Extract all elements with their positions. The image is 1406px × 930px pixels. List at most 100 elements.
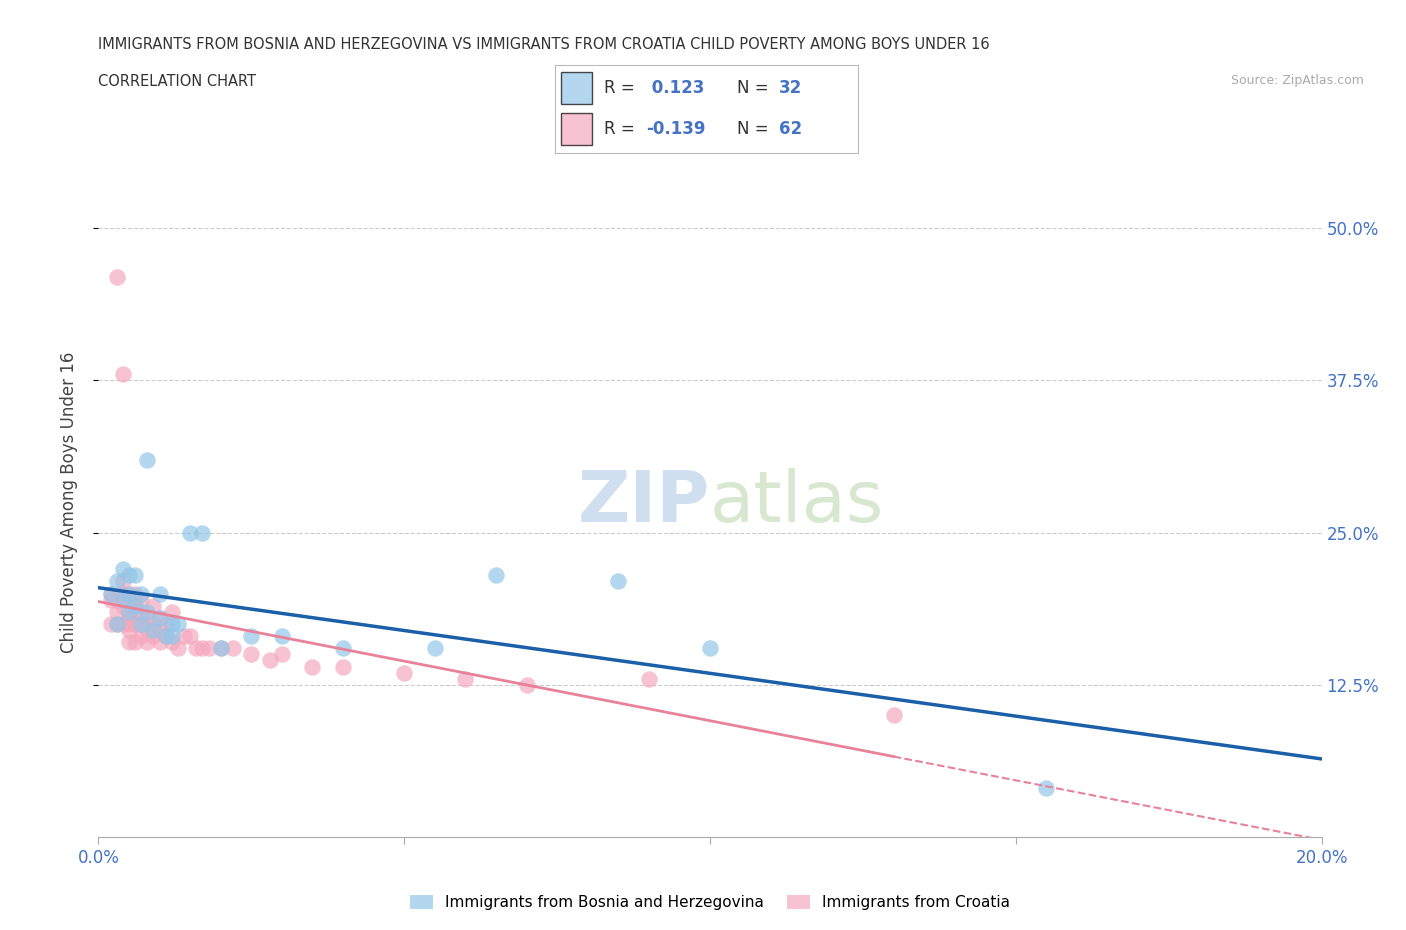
Point: [136, 635, 159, 650]
Text: ZIP: ZIP: [578, 468, 710, 537]
Point: [191, 525, 214, 540]
Point: [485, 568, 508, 583]
Point: [186, 641, 208, 656]
Legend: Immigrants from Bosnia and Herzegovina, Immigrants from Croatia: Immigrants from Bosnia and Herzegovina, …: [404, 889, 1017, 916]
Point: [111, 586, 134, 601]
Point: [160, 617, 183, 631]
Point: [118, 568, 141, 583]
Point: [105, 604, 128, 619]
Point: [118, 635, 141, 650]
Point: [111, 617, 134, 631]
Point: [167, 617, 190, 631]
Point: [105, 617, 128, 631]
Point: [105, 592, 128, 607]
Point: [111, 592, 134, 607]
Point: [173, 629, 195, 644]
Point: [699, 641, 721, 656]
Point: [118, 604, 141, 619]
Point: [136, 622, 159, 637]
Point: [607, 574, 630, 589]
Point: [129, 604, 152, 619]
Point: [118, 610, 141, 625]
Point: [197, 641, 219, 656]
Point: [124, 598, 146, 613]
Text: atlas: atlas: [710, 468, 884, 537]
Point: [149, 610, 172, 625]
Text: 62: 62: [779, 120, 803, 138]
Point: [240, 629, 263, 644]
Point: [136, 610, 159, 625]
Point: [142, 622, 165, 637]
Point: [118, 592, 141, 607]
Point: [179, 629, 201, 644]
Text: N =: N =: [737, 120, 773, 138]
Point: [179, 525, 201, 540]
Point: [301, 659, 323, 674]
Point: [129, 586, 152, 601]
Point: [111, 592, 134, 607]
Point: [118, 617, 141, 631]
Point: [160, 635, 183, 650]
Point: [118, 604, 141, 619]
Point: [124, 617, 146, 631]
Text: Source: ZipAtlas.com: Source: ZipAtlas.com: [1230, 74, 1364, 87]
FancyBboxPatch shape: [561, 113, 592, 145]
Point: [516, 677, 538, 692]
Point: [100, 592, 122, 607]
Point: [149, 586, 172, 601]
Point: [142, 598, 165, 613]
Point: [332, 659, 354, 674]
Point: [100, 586, 122, 601]
Point: [111, 598, 134, 613]
Point: [454, 671, 477, 686]
Point: [270, 629, 292, 644]
Point: [155, 617, 177, 631]
Point: [209, 641, 232, 656]
Point: [118, 622, 141, 637]
Point: [118, 586, 141, 601]
Text: 32: 32: [779, 79, 803, 97]
Point: [124, 586, 146, 601]
Text: 0.123: 0.123: [647, 79, 704, 97]
Point: [1035, 781, 1057, 796]
Point: [149, 610, 172, 625]
Point: [149, 635, 172, 650]
Point: [129, 592, 152, 607]
Point: [155, 629, 177, 644]
Point: [124, 598, 146, 613]
Point: [191, 641, 214, 656]
Point: [142, 617, 165, 631]
Point: [118, 586, 141, 601]
Point: [124, 568, 146, 583]
Text: N =: N =: [737, 79, 773, 97]
Point: [111, 367, 134, 382]
Text: CORRELATION CHART: CORRELATION CHART: [98, 74, 256, 89]
Point: [129, 629, 152, 644]
Point: [105, 574, 128, 589]
Point: [129, 617, 152, 631]
Point: [392, 665, 416, 680]
Point: [136, 617, 159, 631]
Point: [637, 671, 661, 686]
Point: [105, 270, 128, 285]
Text: R =: R =: [603, 120, 640, 138]
Point: [105, 617, 128, 631]
Point: [136, 604, 159, 619]
Text: -0.139: -0.139: [647, 120, 706, 138]
Point: [160, 604, 183, 619]
Point: [883, 708, 905, 723]
Point: [332, 641, 354, 656]
Point: [167, 641, 190, 656]
Point: [100, 586, 122, 601]
Y-axis label: Child Poverty Among Boys Under 16: Child Poverty Among Boys Under 16: [59, 352, 77, 653]
Point: [111, 574, 134, 589]
Point: [111, 586, 134, 601]
Text: IMMIGRANTS FROM BOSNIA AND HERZEGOVINA VS IMMIGRANTS FROM CROATIA CHILD POVERTY : IMMIGRANTS FROM BOSNIA AND HERZEGOVINA V…: [98, 37, 990, 52]
Point: [100, 617, 122, 631]
Text: R =: R =: [603, 79, 640, 97]
Point: [155, 629, 177, 644]
Point: [124, 604, 146, 619]
Point: [111, 562, 134, 577]
Point: [124, 635, 146, 650]
Point: [149, 622, 172, 637]
